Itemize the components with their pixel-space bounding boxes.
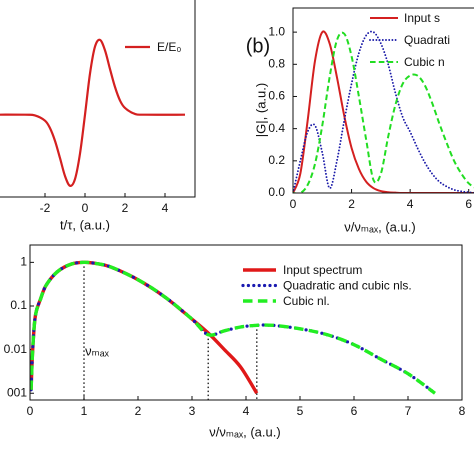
legend-label: Cubic nl. [283,294,330,308]
x-axis-label: t/τ, (a.u.) [60,217,110,232]
x-tick-label: 3 [189,404,196,418]
y-tick-label: 1.0 [268,24,285,38]
x-tick-label: 6 [465,197,472,211]
plot-area [30,260,437,395]
series-line [0,38,186,187]
x-tick-label: 0 [27,404,34,418]
y-tick-label: 0.6 [268,89,285,103]
x-tick-label: 4 [407,197,414,211]
legend-label: Quadratic and cubic nls. [283,279,412,293]
series-line [30,260,436,395]
series-line [293,31,474,193]
y-axis-label: |G|, (a.u.) [253,83,268,137]
x-tick-label: 4 [162,201,169,215]
y-tick-label: 0.0 [268,185,285,199]
x-tick-label: 2 [348,197,355,211]
y-tick-label: 1 [20,255,27,269]
axes-frame [29,244,463,401]
y-tick-label: 0.4 [268,121,285,135]
x-tick-label: 0 [290,197,297,211]
plot-area [0,38,186,187]
x-tick-label: -2 [40,201,51,215]
legend-label: Cubic n [404,55,445,69]
x-tick-label: 5 [297,404,304,418]
x-tick-label: 7 [405,404,412,418]
x-tick-label: 2 [122,201,129,215]
series-line [293,30,474,193]
axes-frame [292,7,474,194]
y-tick-label: 0.2 [268,153,285,167]
x-tick-label: 2 [135,404,142,418]
x-tick-label: 4 [243,404,250,418]
x-tick-label: 0 [82,201,89,215]
legend-label: E/E₀ [157,40,181,54]
panel-label: (b) [246,35,270,57]
legend-label: Input s [404,11,440,25]
x-tick-label: 6 [351,404,358,418]
x-tick-label: 8 [459,404,466,418]
x-axis-label: ν/νₘₐₓ, (a.u.) [209,424,280,439]
legend-label: Quadrati [404,33,450,47]
axes-frame [0,0,196,198]
x-tick-label: 1 [81,404,88,418]
annotation: νₘₐₓ [85,343,109,358]
y-tick-label: 001 [7,385,27,399]
y-tick-label: 0.1 [10,298,27,312]
x-axis-label: ν/νₘₐₓ, (a.u.) [344,219,415,234]
y-tick-label: 0.8 [268,56,285,70]
legend-label: Input spectrum [283,263,362,277]
y-tick-label: 0.01 [4,342,28,356]
